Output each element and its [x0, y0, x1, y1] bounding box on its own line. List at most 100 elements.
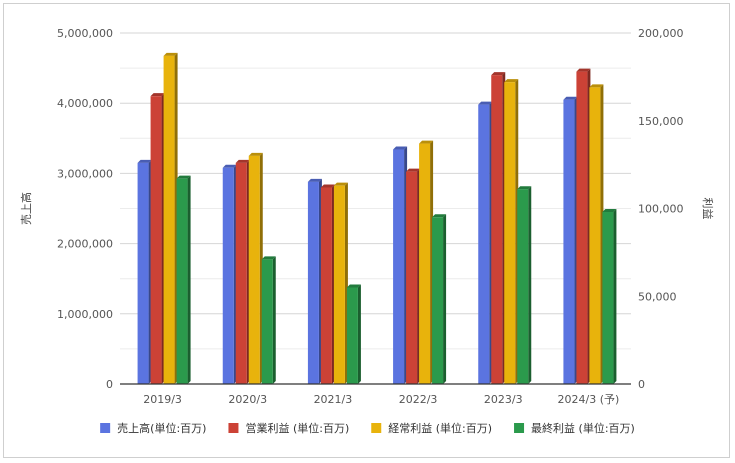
- legend-swatch: [100, 423, 111, 433]
- bar: [307, 178, 322, 384]
- bar-top: [150, 93, 165, 97]
- x-tick-label: 2019/3: [143, 393, 182, 406]
- bar-top: [504, 79, 519, 83]
- bar-top: [320, 184, 335, 188]
- bar: [576, 68, 591, 385]
- bar-front: [602, 212, 614, 384]
- chart-svg: 0 1,000,000 2,000,000 3,000,000 4,000,000 5,0…: [19, 27, 715, 435]
- bar-top: [563, 96, 578, 100]
- bar: [320, 184, 335, 384]
- bar: [491, 72, 506, 385]
- legend-label: 最終利益 (単位:百万): [531, 421, 635, 435]
- bar-front: [419, 143, 431, 384]
- bar: [176, 175, 191, 384]
- bar-top: [163, 52, 178, 56]
- bar-top: [137, 159, 152, 163]
- gridlines: [120, 32, 631, 385]
- y2-axis-title: 利益: [701, 198, 715, 220]
- bar-front: [406, 171, 418, 384]
- bar-top: [432, 214, 447, 218]
- legend-label: 営業利益 (単位:百万): [245, 421, 349, 435]
- bar-top: [307, 178, 322, 182]
- bar: [504, 79, 519, 384]
- y-axis-title: 売上高: [19, 192, 33, 225]
- bar-top: [576, 68, 591, 72]
- bar-top: [235, 159, 250, 163]
- bar: [406, 168, 421, 384]
- y2-tick-label: 200,000: [638, 27, 684, 40]
- x-tick-label: 2024/3 (予): [558, 393, 620, 406]
- axes-group: 0 1,000,000 2,000,000 3,000,000 4,000,000 5,0…: [19, 27, 715, 406]
- bar-front: [320, 187, 332, 384]
- y-tick-label: 3,000,000: [57, 167, 113, 180]
- bar: [248, 152, 263, 384]
- bar-top: [602, 209, 617, 213]
- bar-front: [346, 287, 358, 384]
- bar: [150, 93, 165, 385]
- bar-top: [176, 175, 191, 179]
- x-tick-label: 2023/3: [484, 393, 523, 406]
- bar: [393, 146, 408, 384]
- bar-front: [563, 99, 575, 384]
- bar-front: [248, 155, 260, 384]
- bar: [602, 209, 617, 384]
- legend-label: 経常利益 (単位:百万): [388, 421, 492, 435]
- bar-top: [222, 164, 237, 168]
- legend-swatch: [514, 423, 525, 433]
- bar: [563, 96, 578, 384]
- bar-front: [478, 104, 490, 384]
- bar-side: [187, 175, 191, 384]
- bar-top: [248, 152, 263, 156]
- bar: [235, 159, 250, 384]
- bar-top: [517, 186, 532, 190]
- x-tick-label: 2021/3: [314, 393, 353, 406]
- y-tick-label: 5,000,000: [57, 27, 113, 40]
- bar: [163, 52, 178, 384]
- bar: [432, 214, 447, 384]
- bar-side: [272, 256, 276, 384]
- bar-front: [491, 75, 503, 385]
- bar: [261, 256, 276, 384]
- bar-front: [222, 167, 234, 384]
- bar-front: [176, 178, 188, 384]
- x-tick-label: 2020/3: [228, 393, 267, 406]
- bar-front: [137, 162, 149, 384]
- bar-side: [443, 214, 447, 384]
- y-tick-label: 2,000,000: [57, 238, 113, 251]
- bar: [589, 84, 604, 384]
- bar-top: [393, 146, 408, 150]
- bar-front: [333, 185, 345, 384]
- bar-top: [589, 84, 604, 88]
- bar: [517, 186, 532, 384]
- bar-front: [393, 149, 405, 384]
- bar-top: [333, 182, 348, 186]
- bar-top: [261, 256, 276, 260]
- bar-front: [261, 259, 273, 384]
- bar: [419, 140, 434, 384]
- legend: 売上高(単位:百万) 営業利益 (単位:百万) 経常利益 (単位:百万) 最終利益 (…: [100, 421, 635, 435]
- bar: [346, 284, 361, 384]
- y2-tick-label: 100,000: [638, 203, 684, 216]
- bar-front: [307, 181, 319, 384]
- bar-side: [528, 186, 532, 384]
- y2-tick-label: 150,000: [638, 115, 684, 128]
- bar-front: [150, 96, 162, 385]
- y-tick-label: 1,000,000: [57, 308, 113, 321]
- bar-front: [504, 82, 516, 384]
- legend-label: 売上高(単位:百万): [117, 421, 206, 435]
- bar-top: [491, 72, 506, 76]
- legend-swatch: [371, 423, 382, 433]
- bar-top: [478, 101, 493, 105]
- bar-top: [346, 284, 361, 288]
- bar-front: [517, 189, 529, 384]
- bar: [222, 164, 237, 384]
- bars-group: [137, 52, 617, 385]
- bar-side: [357, 284, 361, 384]
- bar-front: [432, 217, 444, 384]
- y2-tick-label: 50,000: [638, 290, 677, 303]
- legend-swatch: [228, 423, 239, 433]
- y-tick-label: 0: [106, 378, 113, 391]
- bar: [333, 182, 348, 384]
- bar-top: [406, 168, 421, 172]
- chart-frame: 0 1,000,000 2,000,000 3,000,000 4,000,000 5,0…: [3, 3, 730, 458]
